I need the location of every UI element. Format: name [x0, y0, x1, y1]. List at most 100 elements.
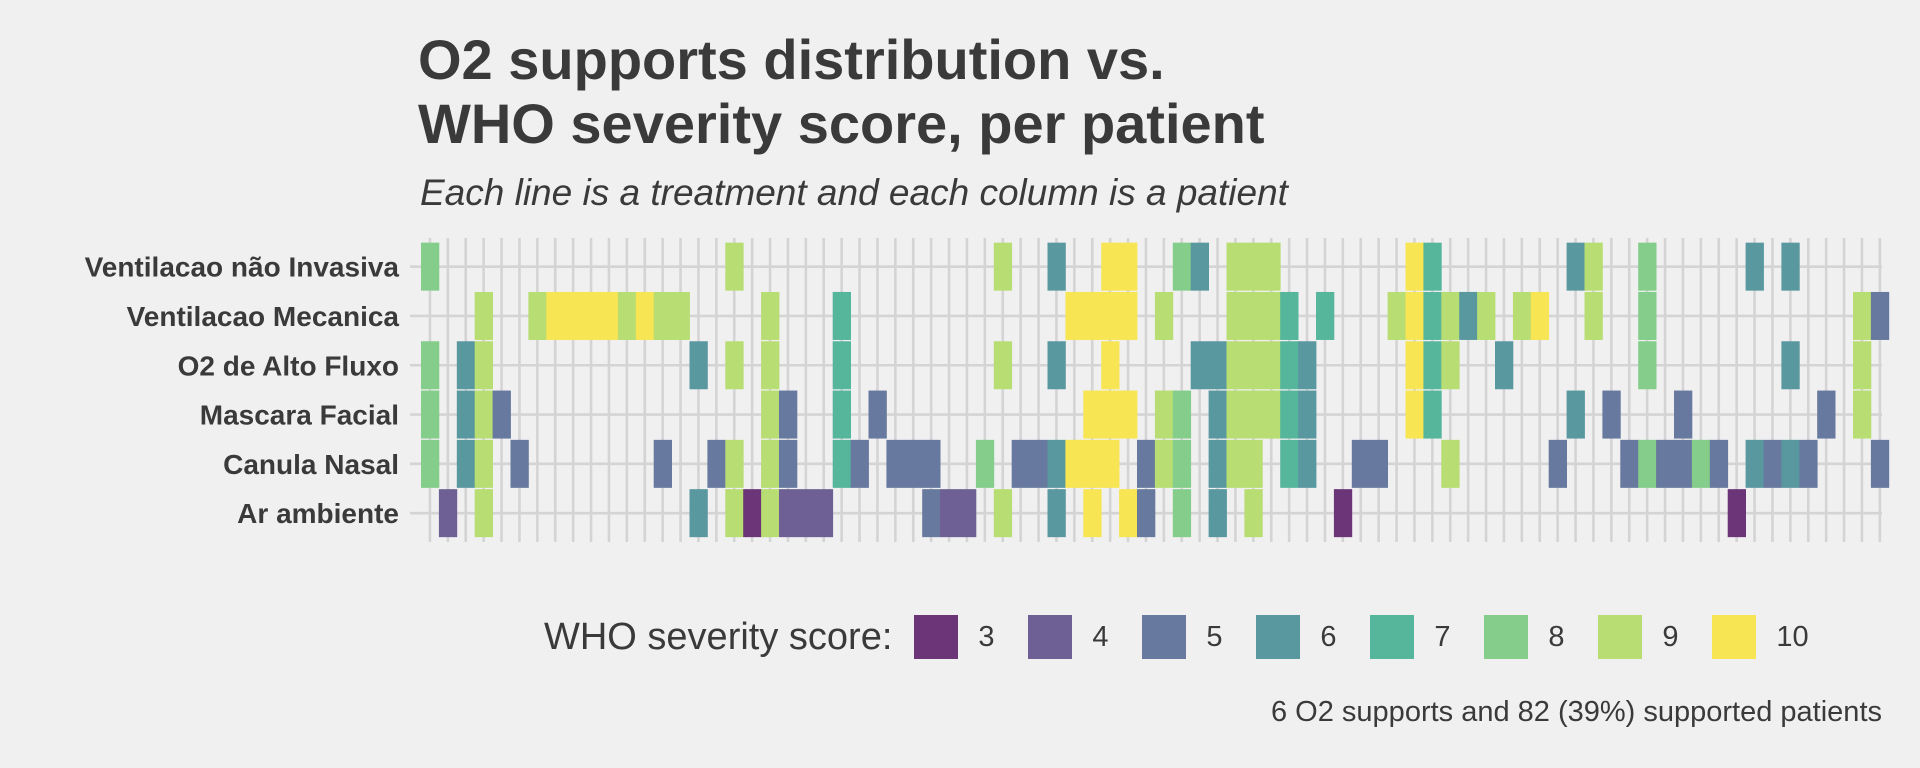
heatmap-cell	[1298, 390, 1317, 439]
heatmap-cell	[1763, 439, 1782, 488]
legend-swatch	[1028, 615, 1073, 659]
heatmap-cell	[1674, 390, 1693, 439]
legend-item: 6	[1256, 615, 1346, 659]
heatmap-cell	[1208, 489, 1227, 538]
heatmap-cell	[796, 489, 816, 538]
heatmap-cell	[1047, 489, 1066, 538]
heatmap-cell	[1477, 291, 1496, 340]
heatmap-cell	[725, 341, 744, 390]
heatmap-cell	[886, 439, 905, 488]
heatmap-cell	[707, 439, 726, 488]
heatmap-cell	[1691, 439, 1711, 488]
heatmap-cell	[1441, 291, 1460, 340]
heatmap-cell	[1548, 439, 1567, 488]
heatmap-cell	[1244, 291, 1263, 340]
heatmap-cell	[1047, 439, 1066, 488]
heatmap-cell	[1208, 439, 1227, 488]
heatmap-cell	[779, 439, 798, 488]
heatmap-cell	[1119, 489, 1138, 538]
heatmap-cell	[1262, 291, 1281, 340]
heatmap-cell	[1727, 489, 1746, 538]
heatmap-cell	[1083, 390, 1102, 439]
heatmap-cell	[1083, 291, 1102, 340]
heatmap-cell	[1441, 439, 1460, 488]
heatmap-cell	[832, 390, 851, 439]
heatmap-cell	[1262, 242, 1281, 291]
heatmap-cell	[1333, 489, 1353, 538]
chart-title-line-1: O2 supports distribution vs.	[418, 28, 1165, 91]
heatmap-cell	[1566, 390, 1585, 439]
heatmap-cell	[1208, 341, 1227, 390]
heatmap-cell	[1423, 390, 1442, 439]
legend-swatch	[1712, 615, 1757, 659]
heatmap-cell	[761, 390, 780, 439]
heatmap-cell	[1190, 341, 1209, 390]
heatmap-cell	[1566, 242, 1585, 291]
heatmap-cell	[1369, 439, 1388, 488]
chart-caption: 6 O2 supports and 82 (39%) supported pat…	[1271, 696, 1882, 728]
heatmap-cell	[832, 341, 851, 390]
heatmap-cell	[510, 439, 529, 488]
heatmap-cell	[1638, 291, 1657, 340]
heatmap-cell	[456, 390, 476, 439]
legend-label: 8	[1548, 620, 1565, 653]
heatmap-cell	[1817, 390, 1836, 439]
heatmap-cell	[1459, 291, 1478, 340]
heatmap-cell	[1316, 291, 1335, 340]
heatmap-cell	[1853, 341, 1872, 390]
heatmap-cell	[1781, 341, 1800, 390]
heatmap-cell	[653, 291, 672, 340]
legend-item: 4	[1028, 615, 1118, 659]
chart-title: O2 supports distribution vs. WHO severit…	[418, 28, 1265, 156]
heatmap-cell	[814, 489, 834, 538]
heatmap-cell	[1101, 390, 1120, 439]
heatmap-cell	[421, 341, 440, 390]
heatmap-cell	[1154, 390, 1174, 439]
legend: WHO severity score: 3 4 5 6 7 8 9 10	[544, 612, 1833, 662]
heatmap-cell	[528, 291, 547, 340]
row-label: Ar ambiente	[237, 498, 399, 529]
legend-item: 10	[1712, 615, 1809, 659]
heatmap-cells	[421, 242, 1890, 538]
heatmap-cell	[1172, 439, 1192, 488]
heatmap-cell	[1405, 390, 1424, 439]
heatmap-cell	[1298, 341, 1317, 390]
heatmap-cell	[1298, 439, 1317, 488]
legend-label: 6	[1320, 620, 1337, 653]
row-label: Canula Nasal	[223, 449, 399, 480]
heatmap-cell	[1620, 439, 1639, 488]
heatmap-cell	[1638, 341, 1657, 390]
heatmap-cell	[1101, 341, 1120, 390]
heatmap-cell	[1280, 439, 1299, 488]
heatmap-cell	[653, 439, 672, 488]
heatmap-cell	[492, 390, 511, 439]
legend-swatch	[1370, 615, 1415, 659]
heatmap-cell	[779, 390, 798, 439]
heatmap-cell	[1423, 291, 1442, 340]
heatmap-cell	[474, 390, 493, 439]
heatmap-cell	[1083, 489, 1102, 538]
heatmap-cell	[474, 439, 493, 488]
heatmap-cell	[1137, 439, 1156, 488]
legend-item: 5	[1142, 615, 1232, 659]
heatmap-cell	[1656, 439, 1675, 488]
heatmap-cell	[832, 439, 851, 488]
heatmap-cell	[993, 341, 1013, 390]
heatmap-cell	[1781, 439, 1800, 488]
heatmap-cell	[1280, 390, 1299, 439]
legend-label: 9	[1662, 620, 1679, 653]
heatmap-cell	[1226, 291, 1245, 340]
heatmap-cell	[1351, 439, 1371, 488]
heatmap-cell	[975, 439, 995, 488]
legend-item: 9	[1598, 615, 1688, 659]
legend-label: 5	[1206, 620, 1223, 653]
legend-label: 3	[978, 620, 995, 653]
heatmap-cell	[456, 439, 476, 488]
heatmap-cell	[725, 489, 744, 538]
heatmap-cell	[438, 489, 458, 538]
heatmap-cell	[421, 439, 440, 488]
heatmap-cell	[1011, 439, 1030, 488]
heatmap-cell	[1244, 489, 1263, 538]
heatmap-cell	[743, 489, 762, 538]
heatmap-cell	[421, 390, 440, 439]
